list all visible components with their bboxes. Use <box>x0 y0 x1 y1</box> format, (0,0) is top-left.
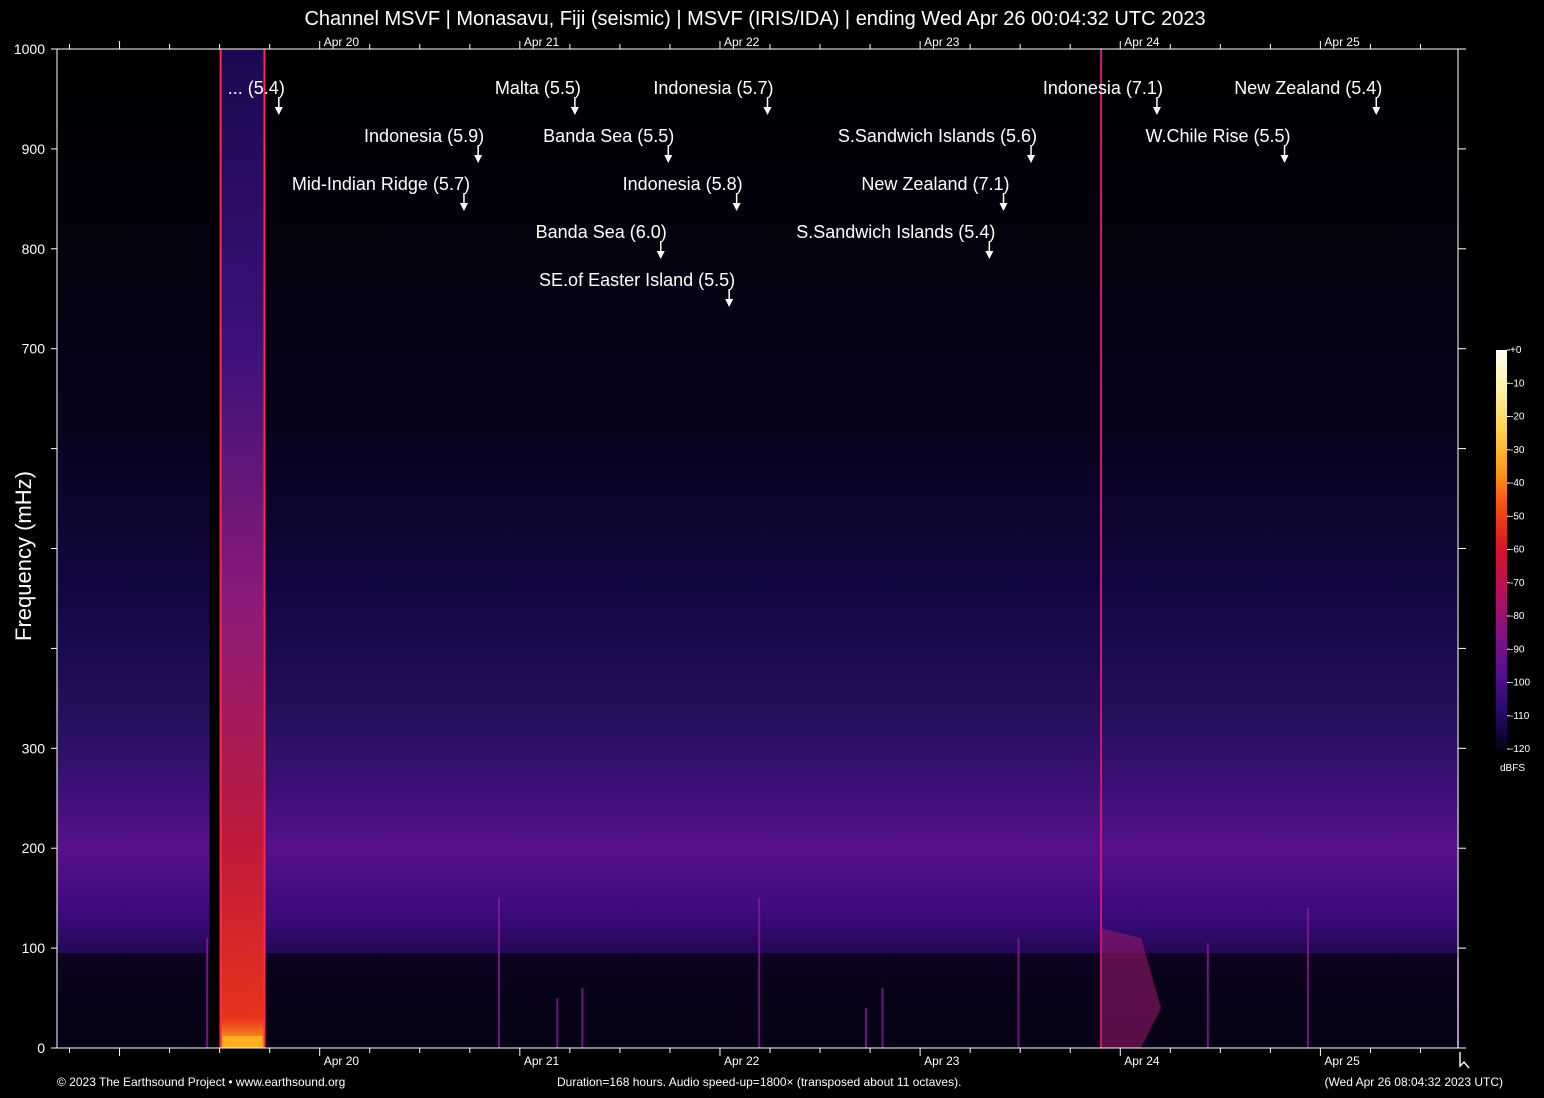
x-date-label: Apr 21 <box>524 1054 560 1068</box>
event-label: Indonesia (5.7) <box>653 78 773 98</box>
event-arrow-icon <box>1280 155 1289 163</box>
event-arrow-icon <box>1152 107 1161 115</box>
event-arrow-icon <box>570 107 579 115</box>
event-label: SE.of Easter Island (5.5) <box>539 270 735 290</box>
x-date-label: Apr 23 <box>924 1054 960 1068</box>
y-tick-label: 800 <box>22 241 46 257</box>
event-label: W.Chile Rise (5.5) <box>1145 126 1290 146</box>
colorbar-tick-label: -100 <box>1510 678 1530 689</box>
low-frequency-gap <box>57 953 1458 1048</box>
event-label: Indonesia (7.1) <box>1043 78 1163 98</box>
event-label: Malta (5.5) <box>495 78 581 98</box>
event-arrow-icon <box>985 251 994 259</box>
x-date-label-top: Apr 24 <box>1124 35 1160 49</box>
x-date-label-top: Apr 22 <box>724 35 760 49</box>
colorbar-tick-label: +0 <box>1510 345 1522 356</box>
copyright-text: © 2023 The Earthsound Project • www.eart… <box>57 1075 346 1089</box>
event-arrow-icon <box>664 155 673 163</box>
x-date-label: Apr 25 <box>1324 1054 1360 1068</box>
event-arrow-icon <box>474 155 483 163</box>
y-tick-label: 200 <box>22 840 46 856</box>
colorbar-tick-label: -80 <box>1510 611 1525 622</box>
colorbar-tick-label: -110 <box>1510 711 1530 722</box>
end-cursor-icon <box>1459 1052 1470 1069</box>
event-label: Banda Sea (5.5) <box>543 126 674 146</box>
event-arrow-icon <box>725 299 734 307</box>
event-label: S.Sandwich Islands (5.4) <box>796 222 995 242</box>
event-label: Indonesia (5.8) <box>623 174 743 194</box>
event-label: New Zealand (7.1) <box>861 174 1009 194</box>
colorbar-tick-label: -50 <box>1510 511 1525 522</box>
y-tick-label: 900 <box>22 141 46 157</box>
spectrogram-background <box>57 49 1458 1048</box>
colorbar-tick-label: -40 <box>1510 478 1525 489</box>
y-axis-label: Frequency (mHz) <box>11 471 36 641</box>
chart-axes: 0 100 200 300 700 800 900 1000 Apr 20 Apr 20 Apr 2… <box>14 35 1470 1069</box>
duration-text: Duration=168 hours. Audio speed-up=1800×… <box>557 1075 962 1089</box>
y-tick-label: 700 <box>22 341 46 357</box>
y-tick-label: 100 <box>22 940 46 956</box>
timestamp-text: (Wed Apr 26 08:04:32 2023 UTC) <box>1324 1075 1503 1089</box>
colorbar-tick-label: -120 <box>1510 744 1530 755</box>
x-date-label: Apr 24 <box>1124 1054 1160 1068</box>
colorbar-tick-label: -30 <box>1510 445 1525 456</box>
chart-title: Channel MSVF | Monasavu, Fiji (seismic) … <box>304 8 1206 30</box>
event-arrow-icon <box>1027 155 1036 163</box>
y-tick-label: 300 <box>22 740 46 756</box>
spectrogram-image <box>57 49 1459 1048</box>
x-date-label: Apr 20 <box>324 1054 360 1068</box>
event-arrow-icon <box>732 203 741 211</box>
colorbar-tick-label: -90 <box>1510 644 1525 655</box>
event-arrow-icon <box>274 107 283 115</box>
event-label: S.Sandwich Islands (5.6) <box>838 126 1037 146</box>
event-arrow-icon <box>459 203 468 211</box>
intense-event-column <box>219 49 266 1048</box>
x-date-label-top: Apr 21 <box>524 35 560 49</box>
x-date-label-top: Apr 23 <box>924 35 960 49</box>
colorbar-gradient <box>1496 350 1507 749</box>
event-label: ... (5.4) <box>228 78 285 98</box>
event-label: Banda Sea (6.0) <box>536 222 667 242</box>
y-tick-label: 1000 <box>14 41 45 57</box>
low-frequency-peak <box>222 1036 263 1048</box>
x-date-label-top: Apr 25 <box>1324 35 1360 49</box>
quake-energy-fan <box>1101 928 1162 1048</box>
event-arrow-icon <box>656 251 665 259</box>
colorbar-tick-label: -60 <box>1510 545 1525 556</box>
colorbar-tick-label: -20 <box>1510 412 1525 423</box>
x-date-label: Apr 22 <box>724 1054 760 1068</box>
event-annotations: ... (5.4) Malta (5.5) Indonesia (5.7) Indon… <box>228 78 1382 307</box>
colorbar: +0 -10 -20 -30 -40 -50 -60 -70 -80 -90 -100 -110 -12… <box>1496 345 1530 774</box>
colorbar-unit: dBFS <box>1500 763 1525 774</box>
data-gap <box>209 49 220 1048</box>
event-arrow-icon <box>763 107 772 115</box>
colorbar-tick-label: -10 <box>1510 378 1525 389</box>
colorbar-tick-label: -70 <box>1510 578 1525 589</box>
event-arrow-icon <box>999 203 1008 211</box>
event-arrow-icon <box>1372 107 1381 115</box>
event-label: Indonesia (5.9) <box>364 126 484 146</box>
event-label: Mid-Indian Ridge (5.7) <box>292 174 470 194</box>
x-date-label-top: Apr 20 <box>324 35 360 49</box>
y-tick-label: 0 <box>37 1040 45 1056</box>
event-label: New Zealand (5.4) <box>1234 78 1382 98</box>
